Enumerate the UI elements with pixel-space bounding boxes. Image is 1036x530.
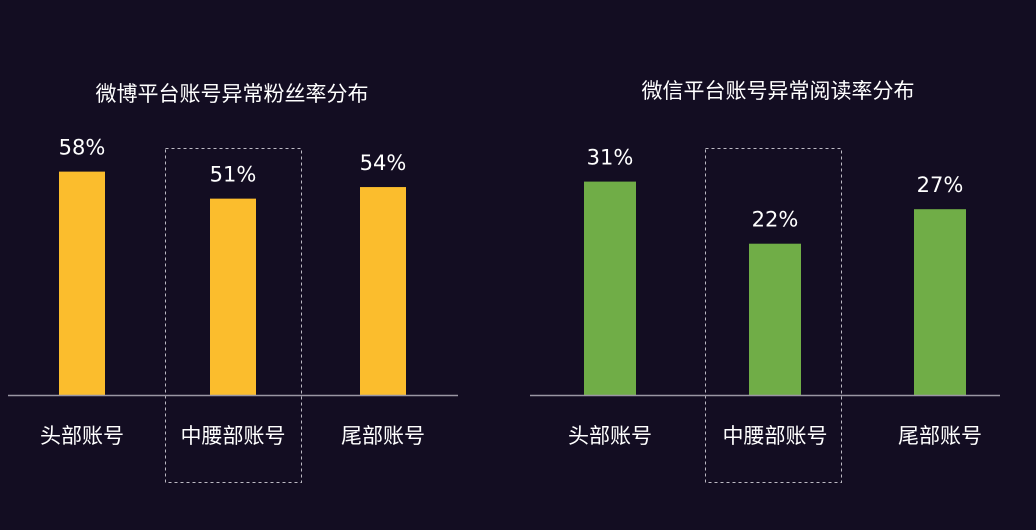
value-label: 51% bbox=[210, 163, 257, 187]
bar bbox=[210, 198, 256, 396]
category-label: 头部账号 bbox=[568, 424, 652, 448]
category-label: 中腰部账号 bbox=[723, 424, 828, 448]
bar bbox=[914, 209, 966, 396]
bar bbox=[360, 187, 406, 396]
category-label: 尾部账号 bbox=[898, 424, 982, 448]
category-label: 中腰部账号 bbox=[181, 424, 286, 448]
chart-title: 微博平台账号异常粉丝率分布 bbox=[96, 82, 369, 106]
bar bbox=[59, 171, 105, 396]
chart-title: 微信平台账号异常阅读率分布 bbox=[642, 79, 915, 103]
value-label: 54% bbox=[360, 151, 407, 175]
value-label: 58% bbox=[59, 136, 106, 160]
highlight-box bbox=[705, 148, 842, 483]
highlight-box bbox=[165, 148, 302, 483]
category-label: 尾部账号 bbox=[341, 424, 425, 448]
bar bbox=[584, 181, 636, 396]
value-label: 31% bbox=[587, 146, 634, 170]
bar bbox=[749, 243, 801, 396]
category-label: 头部账号 bbox=[40, 424, 124, 448]
value-label: 22% bbox=[752, 208, 799, 232]
value-label: 27% bbox=[917, 173, 964, 197]
